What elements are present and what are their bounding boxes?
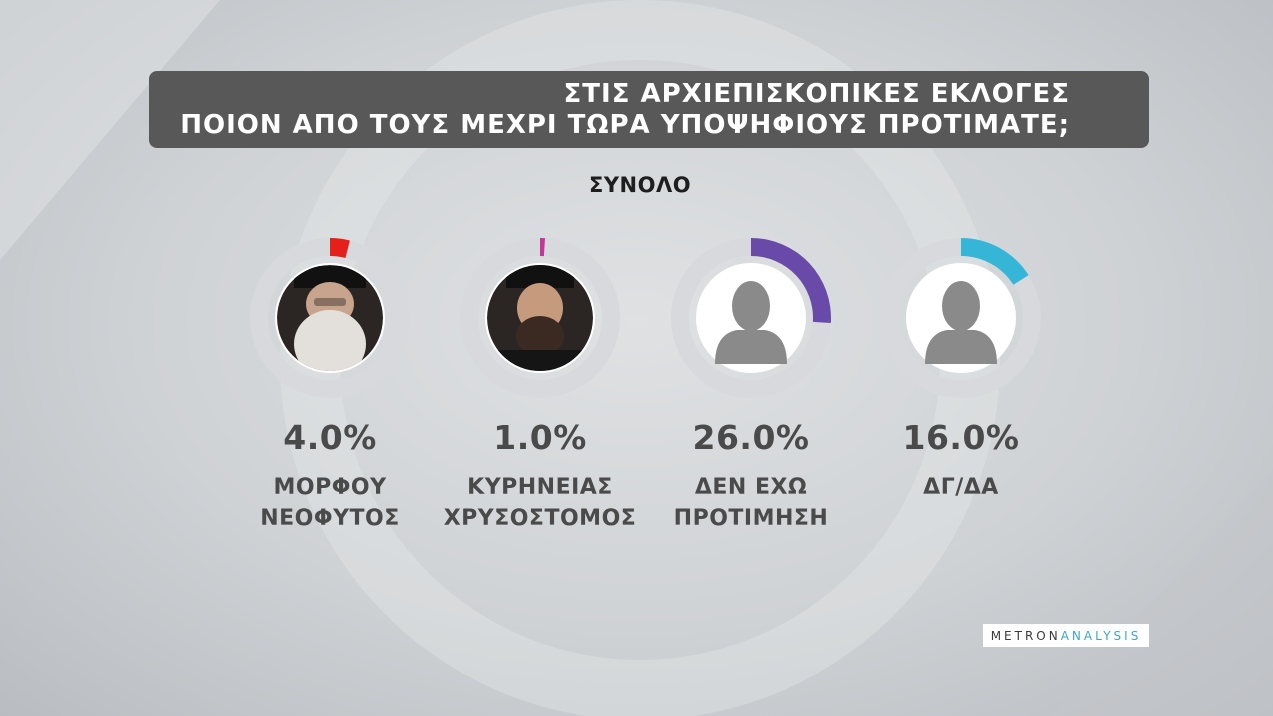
donut-slice — [751, 238, 832, 324]
silhouette-body — [925, 330, 997, 364]
white-beard — [294, 310, 366, 371]
donut-slice — [961, 238, 1029, 285]
donut-2 — [671, 238, 832, 398]
logo-text-metron: METRON — [990, 628, 1061, 643]
donut-3 — [881, 238, 1041, 398]
category-label: ΜΟΡΦΟΥ ΝΕΟΦΥΤΟΣ — [260, 475, 400, 531]
glasses — [314, 298, 346, 306]
person-silhouette-icon — [908, 265, 1014, 371]
dark-beard — [516, 316, 564, 356]
donut-slice — [540, 238, 546, 257]
value-label: 1.0% — [493, 418, 587, 457]
category-label: ΔΕΝ ΕΧΩ ΠΡΟΤΙΜΗΣΗ — [673, 475, 829, 531]
logo-text-analysis: ANALYSIS — [1060, 628, 1142, 643]
silhouette-head — [732, 281, 770, 331]
value-label: 4.0% — [283, 418, 377, 457]
value-label: 26.0% — [692, 418, 810, 457]
title-line-2: ΠΟΙΟΝ ΑΠΟ ΤΟΥΣ ΜΕΧΡΙ ΤΩΡΑ ΥΠΟΨΗΦΙΟΥΣ ΠΡΟ… — [180, 110, 1070, 140]
silhouette-body — [715, 330, 787, 364]
donut-1 — [460, 238, 620, 398]
title-line-1: ΣΤΙΣ ΑΡΧΙΕΠΙΣΚΟΠΙΚΕΣ ΕΚΛΟΓΕΣ — [563, 79, 1070, 109]
person-silhouette-icon — [698, 265, 804, 371]
photo-bishop-dark-beard — [487, 265, 593, 371]
subtitle: ΣΥΝΟΛΟ — [589, 173, 692, 197]
donut-0 — [250, 238, 410, 398]
metron-analysis-logo: METRON ANALYSIS — [983, 624, 1149, 647]
category-label: ΔΓ/ΔΑ — [923, 475, 999, 500]
kalimavchi-hat — [506, 265, 574, 288]
value-label: 16.0% — [902, 418, 1020, 457]
title-banner: ΣΤΙΣ ΑΡΧΙΕΠΙΣΚΟΠΙΚΕΣ ΕΚΛΟΓΕΣ ΠΟΙΟΝ ΑΠΟ Τ… — [149, 71, 1149, 148]
silhouette-head — [942, 281, 980, 331]
kalimavchi-hat — [294, 266, 366, 288]
photo-bishop-white-beard — [277, 265, 383, 371]
donut-slice — [330, 238, 350, 258]
category-label: ΚΥΡΗΝΕΙΑΣ ΧΡΥΣΟΣΤΟΜΟΣ — [443, 475, 637, 531]
